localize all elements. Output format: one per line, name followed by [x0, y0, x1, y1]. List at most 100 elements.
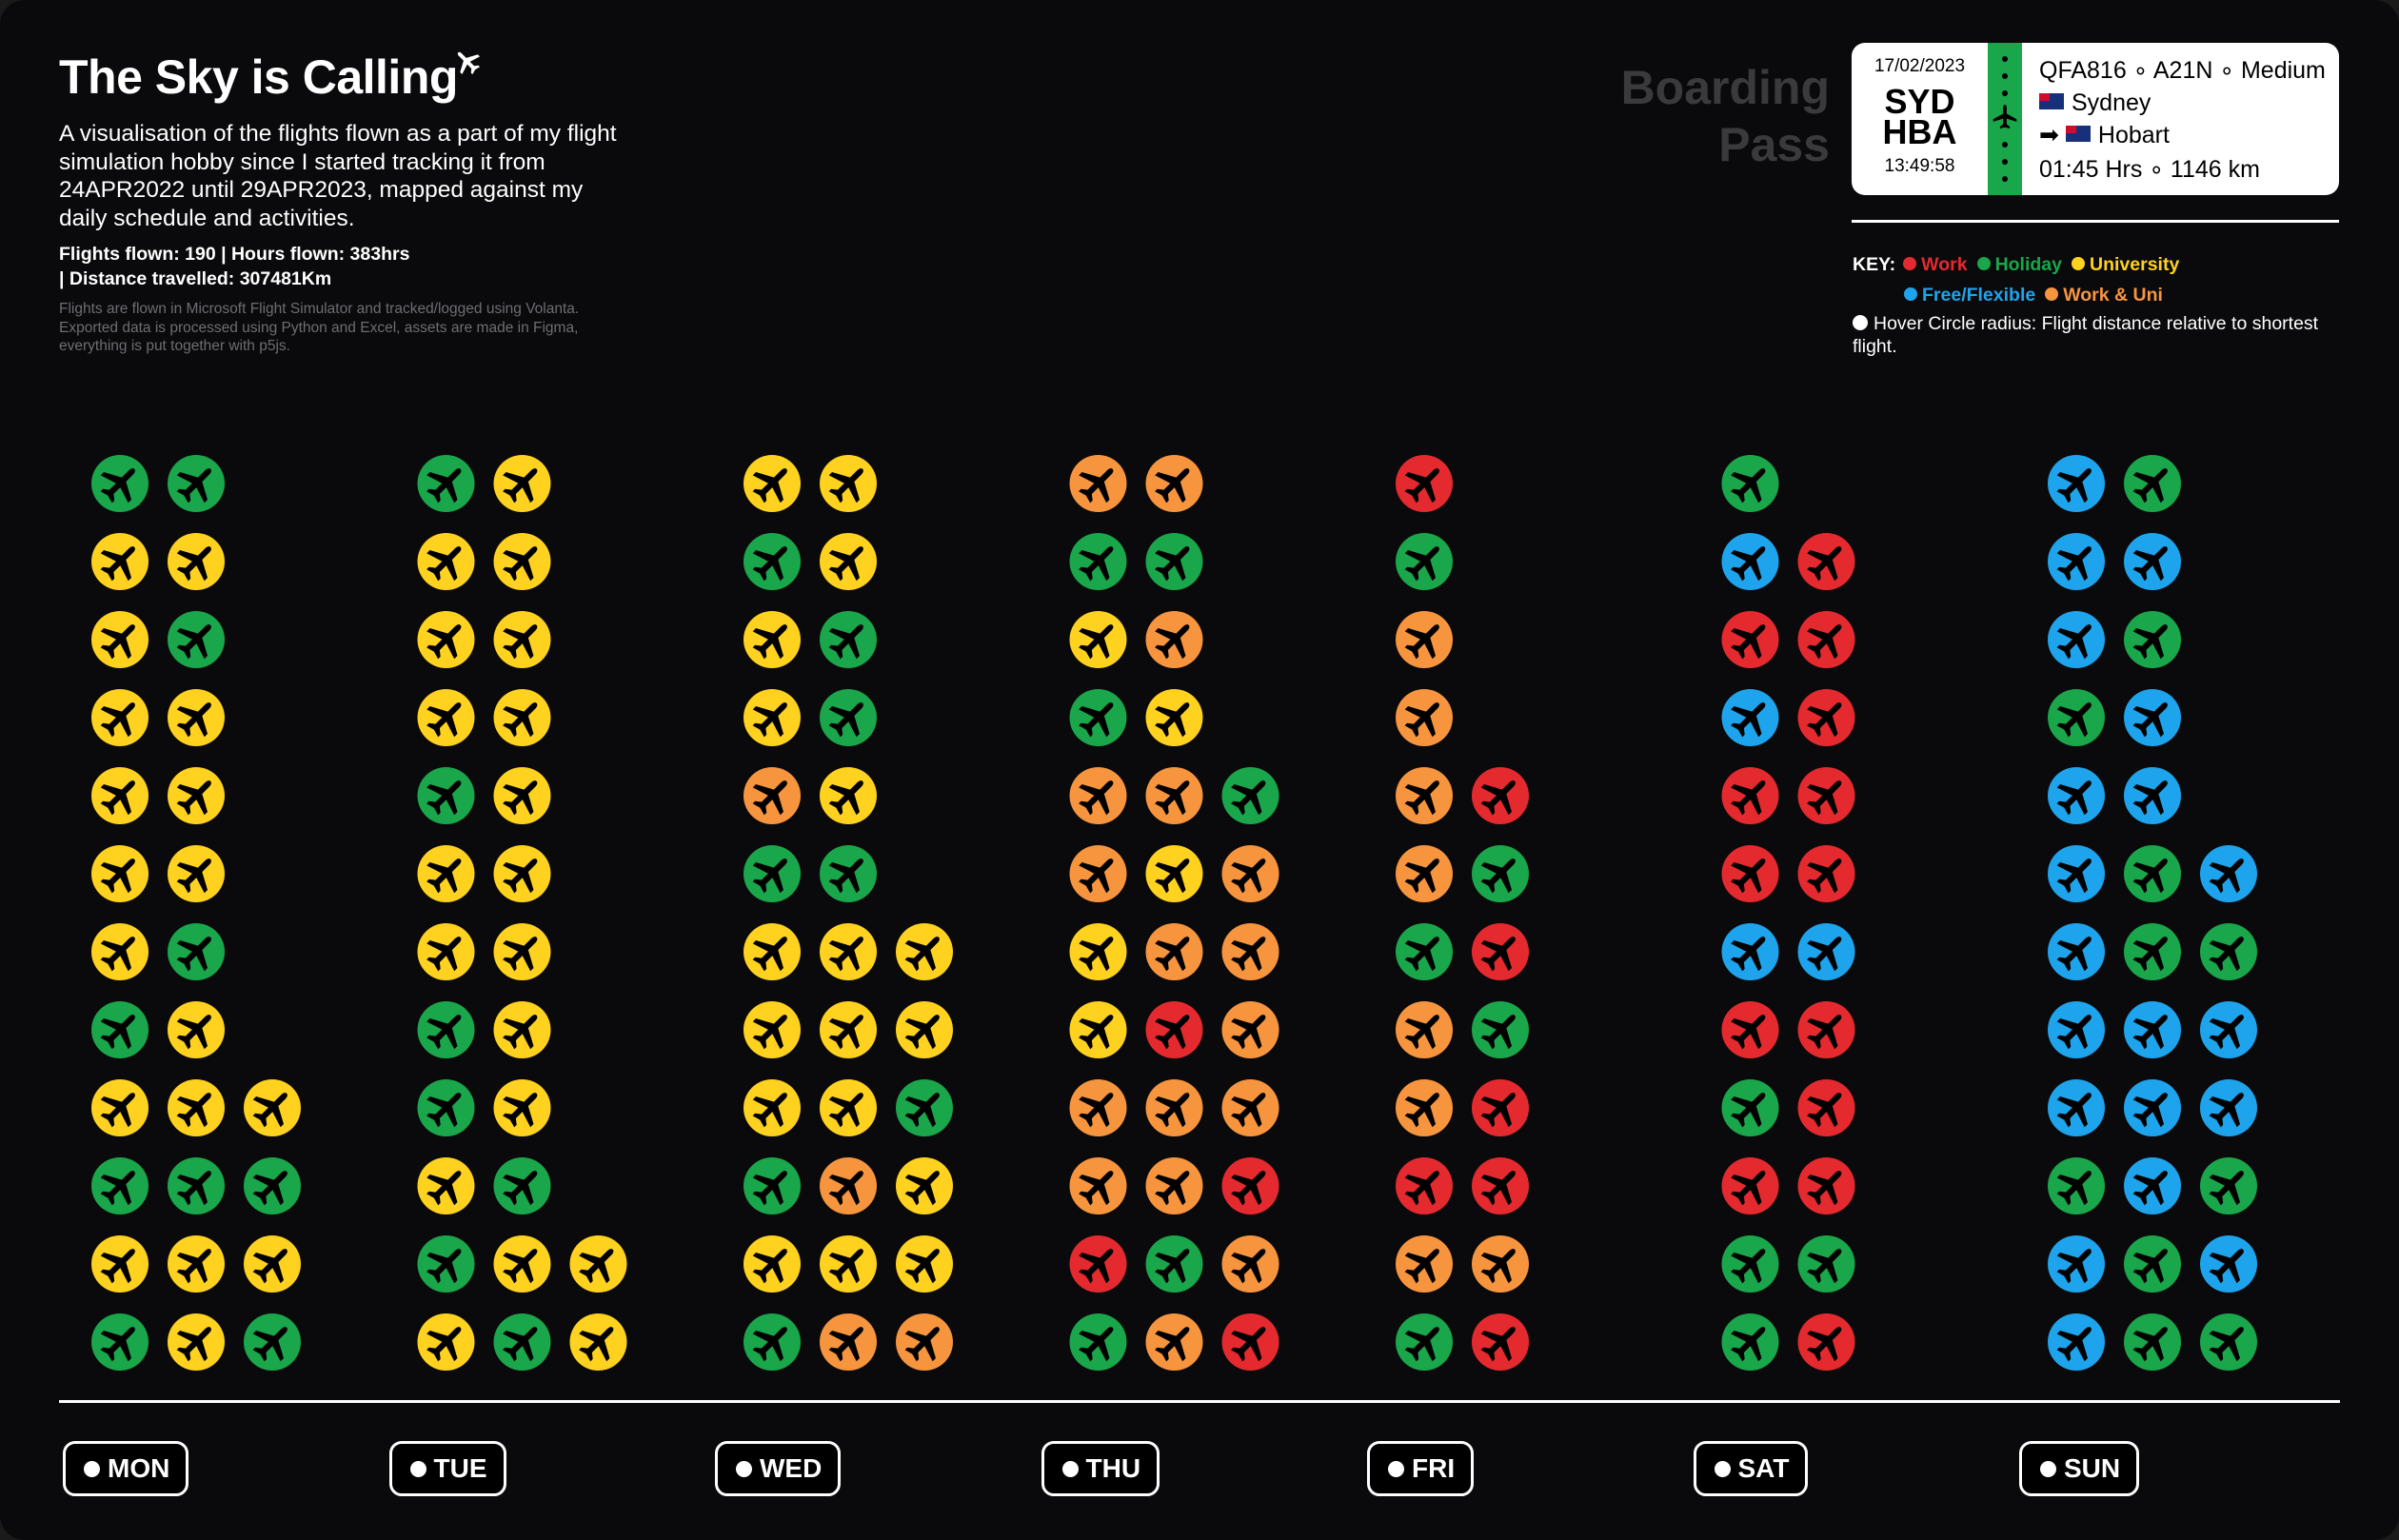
flight-marker[interactable] [417, 767, 475, 824]
flight-marker[interactable] [493, 689, 551, 746]
flight-marker[interactable] [1797, 1235, 1855, 1293]
flight-marker[interactable] [493, 845, 551, 902]
flight-marker[interactable] [168, 611, 225, 668]
flight-marker[interactable] [1797, 533, 1855, 590]
flight-marker[interactable] [1721, 1001, 1779, 1058]
flight-marker[interactable] [1145, 1235, 1203, 1293]
flight-marker[interactable] [1797, 767, 1855, 824]
flight-marker[interactable] [1721, 845, 1779, 902]
flight-marker[interactable] [2048, 689, 2105, 746]
flight-marker[interactable] [91, 533, 149, 590]
flight-marker[interactable] [1396, 689, 1453, 746]
flight-marker[interactable] [820, 1001, 877, 1058]
legend-item-work[interactable]: Work [1903, 254, 1968, 275]
flight-marker[interactable] [1797, 923, 1855, 980]
flight-marker[interactable] [1472, 767, 1529, 824]
flight-marker[interactable] [820, 1313, 877, 1371]
flight-marker[interactable] [743, 455, 801, 512]
flight-marker[interactable] [1145, 923, 1203, 980]
flight-marker[interactable] [2048, 1157, 2105, 1214]
flight-marker[interactable] [493, 611, 551, 668]
flight-marker[interactable] [1721, 767, 1779, 824]
flight-marker[interactable] [2124, 1001, 2181, 1058]
flight-marker[interactable] [1145, 1157, 1203, 1214]
flight-marker[interactable] [743, 845, 801, 902]
flight-marker[interactable] [1472, 923, 1529, 980]
day-button-sat[interactable]: SAT [1693, 1441, 1809, 1496]
flight-marker[interactable] [1221, 1235, 1279, 1293]
flight-marker[interactable] [1721, 455, 1779, 512]
flight-marker[interactable] [1069, 1235, 1127, 1293]
flight-marker[interactable] [493, 1079, 551, 1136]
flight-marker[interactable] [820, 1079, 877, 1136]
flight-marker[interactable] [91, 1079, 149, 1136]
flight-marker[interactable] [743, 611, 801, 668]
flight-marker[interactable] [569, 1235, 627, 1293]
flight-marker[interactable] [244, 1079, 301, 1136]
flight-marker[interactable] [1721, 611, 1779, 668]
legend-item-work-uni[interactable]: Work & Uni [2045, 285, 2163, 306]
flight-marker[interactable] [168, 1235, 225, 1293]
flight-marker[interactable] [1396, 845, 1453, 902]
legend-item-free-flexible[interactable]: Free/Flexible [1904, 285, 2035, 306]
flight-marker[interactable] [1396, 767, 1453, 824]
flight-marker[interactable] [91, 1157, 149, 1214]
flight-marker[interactable] [2200, 845, 2257, 902]
flight-marker[interactable] [743, 923, 801, 980]
flight-marker[interactable] [896, 1313, 953, 1371]
flight-marker[interactable] [91, 611, 149, 668]
flight-marker[interactable] [820, 845, 877, 902]
flight-marker[interactable] [2124, 689, 2181, 746]
flight-marker[interactable] [417, 611, 475, 668]
flight-marker[interactable] [743, 1313, 801, 1371]
legend-item-holiday[interactable]: Holiday [1976, 254, 2062, 275]
flight-marker[interactable] [1221, 1157, 1279, 1214]
flight-marker[interactable] [1472, 1235, 1529, 1293]
flight-marker[interactable] [896, 1001, 953, 1058]
flight-marker[interactable] [1797, 689, 1855, 746]
flight-marker[interactable] [1396, 1235, 1453, 1293]
flight-marker[interactable] [1472, 1079, 1529, 1136]
flight-marker[interactable] [417, 1001, 475, 1058]
flight-marker[interactable] [1721, 923, 1779, 980]
flight-marker[interactable] [1721, 689, 1779, 746]
flight-marker[interactable] [91, 1001, 149, 1058]
flight-marker[interactable] [896, 923, 953, 980]
flight-marker[interactable] [493, 767, 551, 824]
flight-marker[interactable] [91, 767, 149, 824]
flight-marker[interactable] [168, 1157, 225, 1214]
flight-marker[interactable] [1472, 845, 1529, 902]
flight-marker[interactable] [168, 845, 225, 902]
flight-marker[interactable] [1069, 1313, 1127, 1371]
flight-marker[interactable] [1145, 767, 1203, 824]
day-button-sun[interactable]: SUN [2019, 1441, 2140, 1496]
flight-marker[interactable] [820, 1157, 877, 1214]
flight-marker[interactable] [1396, 455, 1453, 512]
flight-marker[interactable] [1721, 1079, 1779, 1136]
flight-marker[interactable] [1069, 455, 1127, 512]
flight-marker[interactable] [417, 1079, 475, 1136]
flight-marker[interactable] [1396, 1157, 1453, 1214]
flight-marker[interactable] [820, 533, 877, 590]
flight-marker[interactable] [244, 1235, 301, 1293]
flight-marker[interactable] [743, 767, 801, 824]
flight-marker[interactable] [743, 533, 801, 590]
flight-marker[interactable] [2124, 923, 2181, 980]
flight-marker[interactable] [820, 611, 877, 668]
flight-marker[interactable] [91, 845, 149, 902]
flight-marker[interactable] [1221, 767, 1279, 824]
flight-marker[interactable] [1145, 689, 1203, 746]
flight-marker[interactable] [417, 455, 475, 512]
flight-marker[interactable] [1145, 845, 1203, 902]
flight-marker[interactable] [1396, 533, 1453, 590]
flight-marker[interactable] [417, 533, 475, 590]
flight-marker[interactable] [2048, 611, 2105, 668]
flight-marker[interactable] [2200, 923, 2257, 980]
flight-marker[interactable] [820, 923, 877, 980]
flight-marker[interactable] [2048, 1001, 2105, 1058]
flight-marker[interactable] [820, 689, 877, 746]
flight-marker[interactable] [168, 923, 225, 980]
flight-marker[interactable] [820, 767, 877, 824]
flight-marker[interactable] [1797, 845, 1855, 902]
flight-marker[interactable] [1069, 1079, 1127, 1136]
